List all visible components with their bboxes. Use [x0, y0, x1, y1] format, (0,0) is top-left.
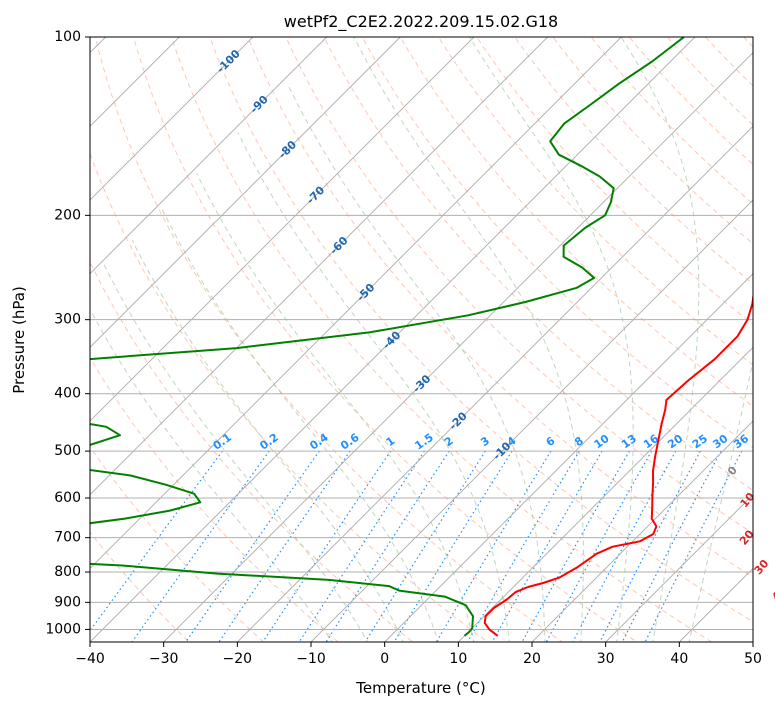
dry-adiabat-line — [90, 531, 190, 642]
isotherm-line — [90, 37, 549, 496]
isotherm-line — [90, 37, 328, 275]
dry-adiabat-line — [399, 37, 753, 407]
dewpoint-line — [90, 37, 685, 637]
dry-adiabat-line — [476, 37, 753, 325]
x-tick-label: −30 — [149, 651, 179, 667]
moist-adiabat-line — [287, 83, 546, 642]
chart-title: wetPf2_C2E2.2022.209.15.02.G18 — [284, 12, 558, 32]
y-tick-label: 200 — [54, 207, 81, 223]
mixing-ratio-line — [185, 450, 320, 642]
x-tick-label: −10 — [296, 651, 326, 667]
isotherm-line — [90, 37, 401, 348]
y-tick-label: 800 — [54, 564, 81, 580]
dry-adiabat-line — [90, 152, 489, 642]
isotherm-line — [90, 37, 622, 569]
isotherm-line — [605, 494, 753, 642]
mixing-ratio-line — [644, 450, 743, 642]
moist-adiabat-line — [353, 37, 584, 642]
moist-adiabat-line — [620, 37, 700, 642]
y-axis-label: Pressure (hPa) — [10, 286, 28, 394]
plot-frame — [89, 36, 754, 643]
mixing-ratio-line — [90, 450, 223, 632]
isotherm-line — [310, 199, 753, 642]
dry-adiabat-line — [132, 37, 638, 642]
isotherm-line — [90, 37, 696, 642]
dry-adiabat-line — [323, 37, 753, 491]
x-tick-label: −40 — [75, 651, 105, 667]
mixing-ratio-line — [521, 450, 631, 642]
y-tick-label: 600 — [54, 490, 81, 506]
y-tick-label: 1000 — [45, 621, 81, 637]
x-tick-label: 50 — [744, 651, 762, 667]
mixing-ratio-line — [599, 450, 702, 642]
moist-adiabat-line — [102, 262, 369, 642]
moist-adiabat-line — [469, 37, 634, 642]
dry-adiabat-line — [247, 37, 753, 578]
x-tick-label: 0 — [380, 651, 389, 667]
y-tick-label: 300 — [54, 312, 81, 328]
axes: −40 −30 −20 −10 0 10 20 30 40 50 100 200 300 400 500 60… — [45, 29, 762, 667]
isotherm-line — [457, 346, 753, 642]
isotherm-line — [531, 420, 753, 642]
mixing-ratio-line — [572, 450, 677, 642]
temperature-line — [483, 290, 753, 637]
mixing-ratio-line — [364, 450, 486, 642]
dry-adiabat-line — [361, 37, 753, 449]
moist-adiabat-line — [161, 208, 440, 642]
mixing-ratio-line — [298, 450, 425, 642]
x-tick-label: 20 — [523, 651, 541, 667]
dry-adiabat-line — [90, 356, 340, 642]
dry-adiabat-line — [171, 37, 713, 642]
background-lines — [90, 37, 753, 642]
profile-series — [90, 37, 753, 637]
isotherm-line — [90, 37, 475, 422]
x-axis-label: Temperature (°C) — [355, 679, 485, 697]
mixing-ratio-line — [545, 450, 653, 642]
x-tick-label: 30 — [597, 651, 615, 667]
isotherm-line — [163, 52, 753, 642]
x-tick-label: −20 — [223, 651, 253, 667]
x-tick-label: 40 — [670, 651, 688, 667]
isotherm-line — [236, 125, 753, 642]
dry-adiabat-line — [209, 37, 753, 623]
isotherm-line — [90, 37, 254, 201]
moist-adiabat-line — [237, 132, 510, 642]
mixing-ratio-line — [393, 450, 513, 642]
mixing-ratio-line — [325, 450, 450, 642]
y-tick-label: 400 — [54, 386, 81, 402]
isotherm-line — [384, 273, 753, 642]
x-tick-label: 10 — [449, 651, 467, 667]
mixing-ratio-line — [621, 450, 722, 642]
y-tick-label: 900 — [54, 594, 81, 610]
moist-adiabat-label: 40 — [769, 583, 775, 603]
dry-adiabat-line — [437, 37, 753, 366]
dry-adiabat-line — [285, 37, 753, 534]
y-tick-label: 700 — [54, 530, 81, 546]
y-tick-label: 500 — [54, 443, 81, 459]
moist-adiabat-line — [90, 308, 333, 642]
y-tick-label: 100 — [54, 29, 81, 45]
